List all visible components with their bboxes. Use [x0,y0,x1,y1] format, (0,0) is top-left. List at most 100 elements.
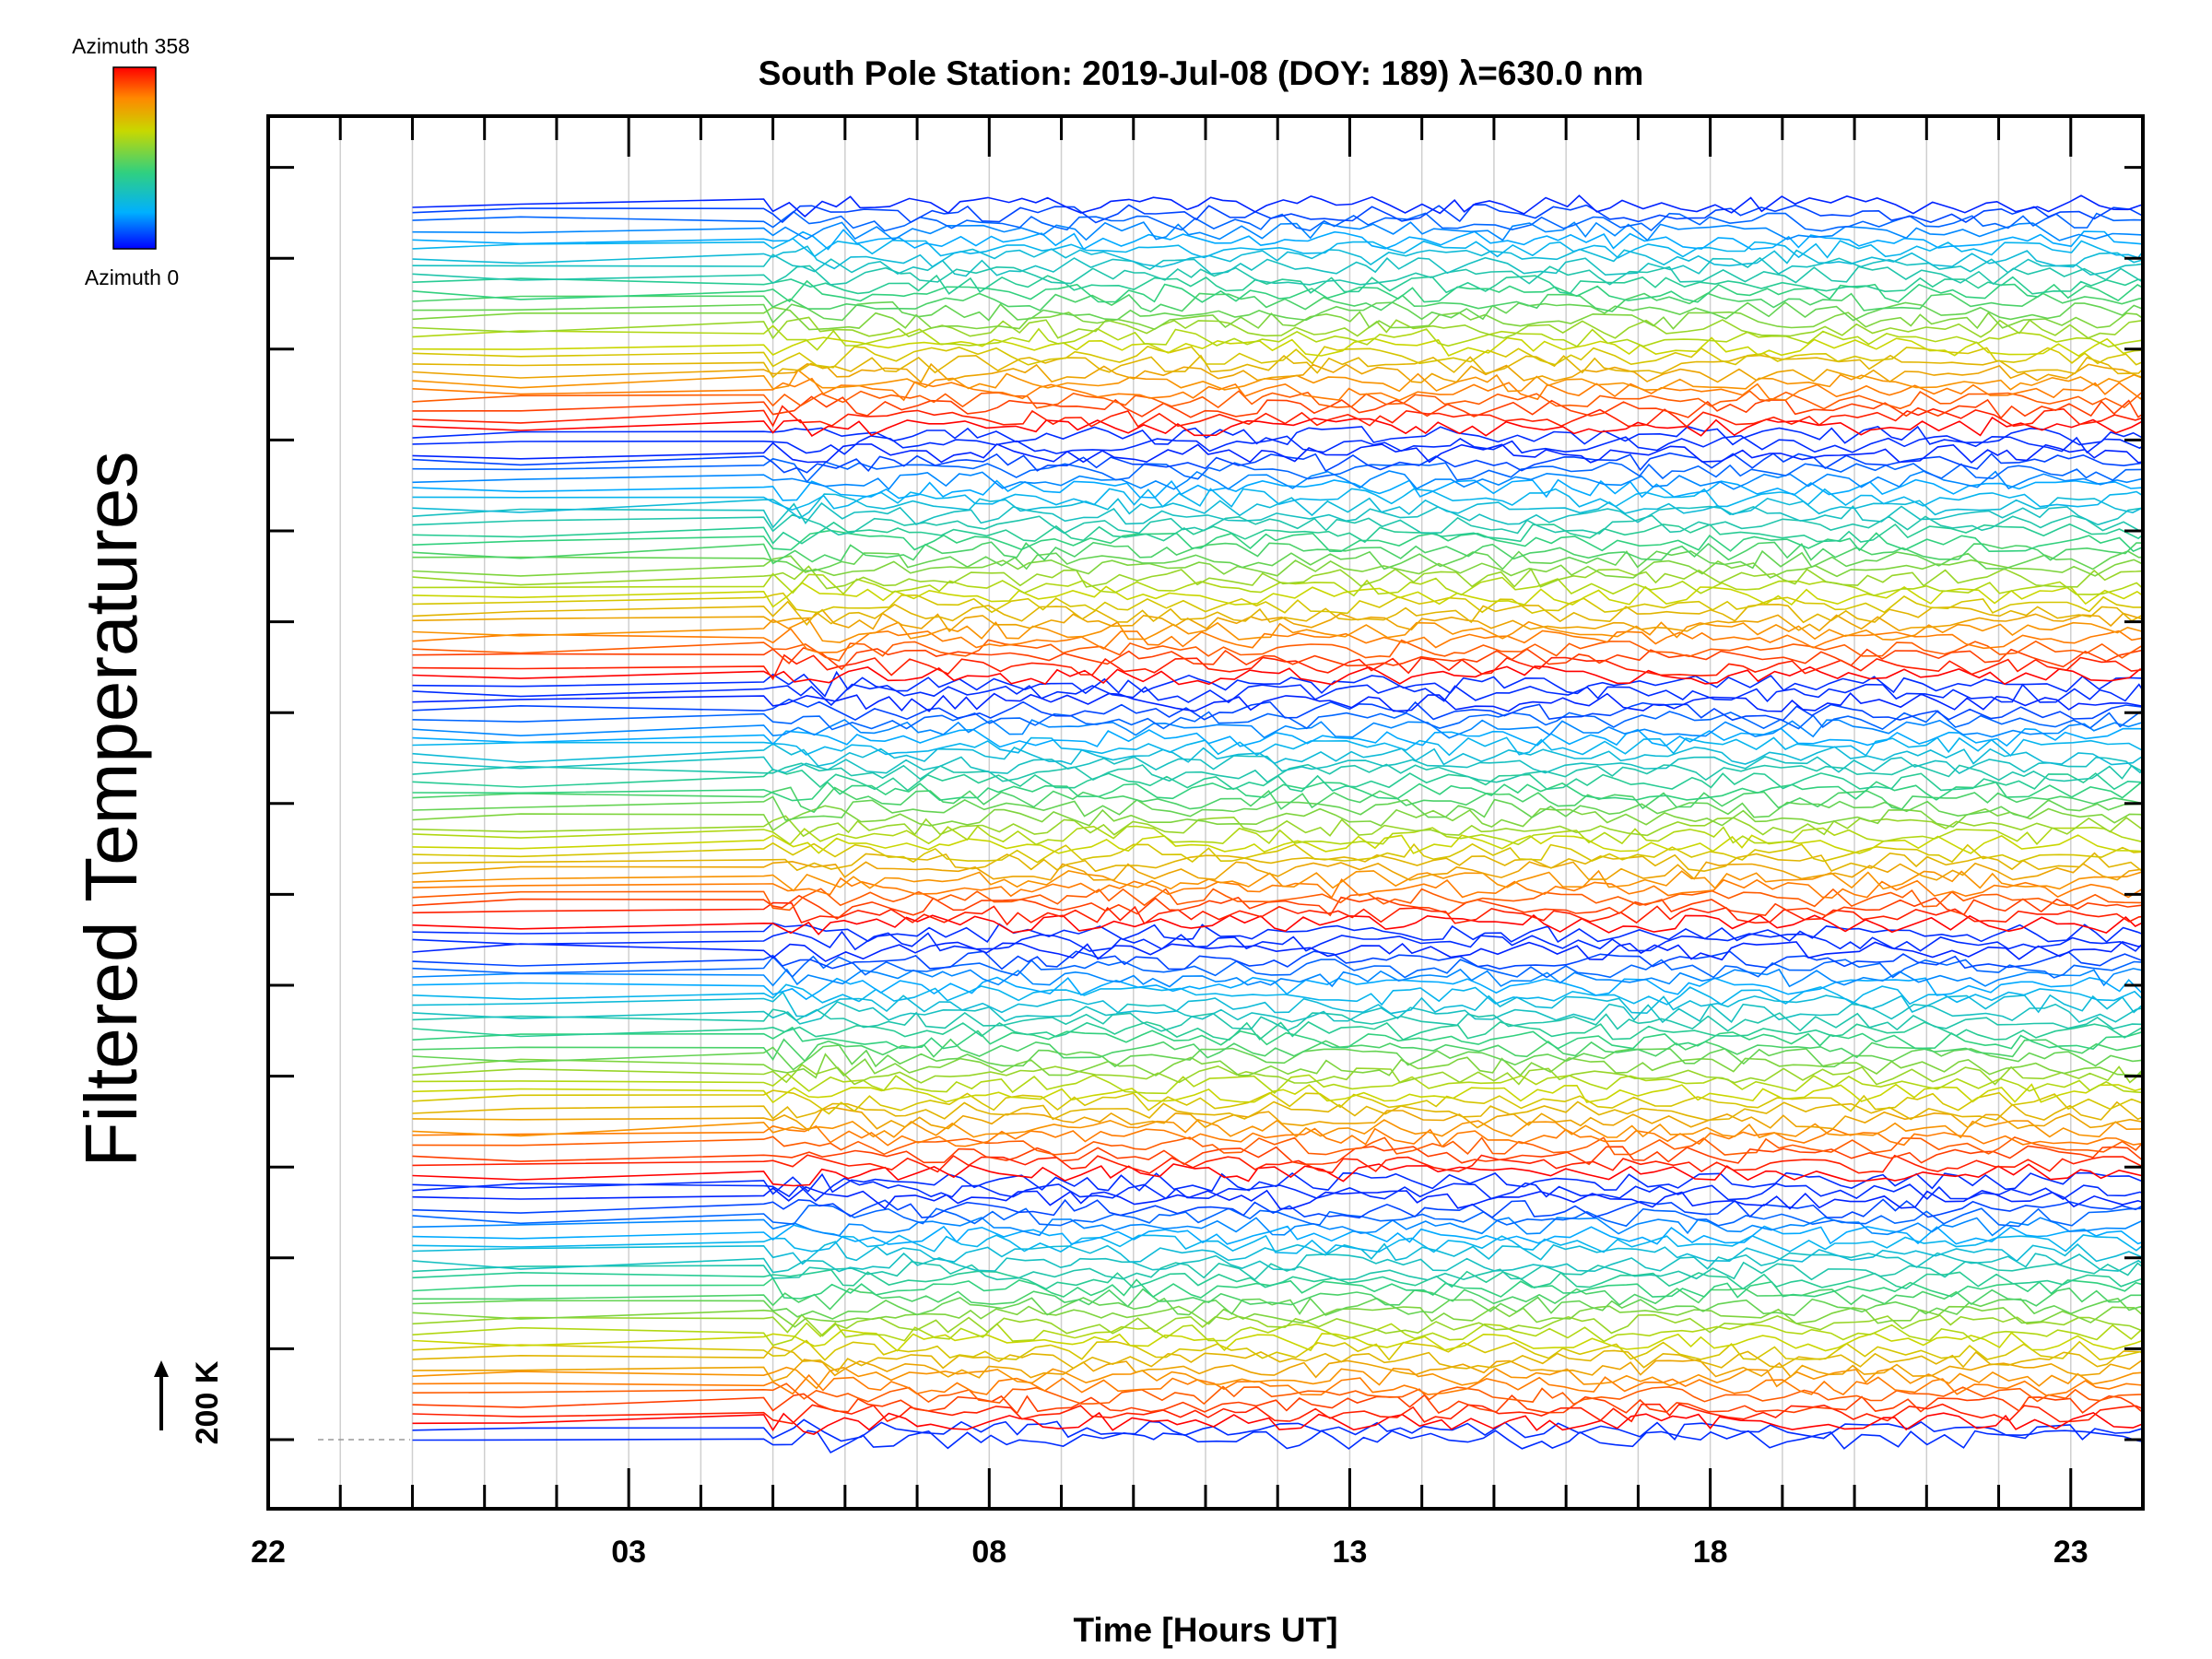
series-line [412,1403,2143,1425]
series-line [412,683,2143,707]
series-line [412,549,2143,572]
y-ticks [268,166,2143,1441]
series-line [412,670,2143,698]
series-line [412,1038,2143,1063]
series-line [412,639,2143,662]
series-line [412,781,2143,802]
series-line [412,1083,2143,1104]
series-line [412,825,2143,846]
series-line [412,300,2143,324]
series-line [412,983,2143,1006]
series-line [412,894,2143,920]
series-line [412,1322,2143,1347]
series-line [412,869,2143,892]
series-line [412,1064,2143,1086]
series-line [412,316,2143,340]
series-line [412,1366,2143,1390]
series-line [412,229,2143,251]
series-line [412,521,2143,545]
series-line [412,1313,2143,1337]
series-line [412,852,2143,873]
series-line [412,345,2143,369]
series-line [412,204,2143,224]
series-line [412,1305,2143,1328]
series-line [412,608,2143,633]
series-line [412,1252,2143,1274]
series-line [412,1418,2143,1442]
series-line [412,1329,2143,1352]
series-line [412,805,2143,832]
series-line [412,1234,2143,1254]
x-axis-label: Time [Hours UT] [1073,1611,1337,1649]
series-line [412,1053,2143,1079]
scale-arrowhead [154,1360,169,1377]
series-line [412,1268,2143,1290]
series-line [412,888,2143,912]
series-line [412,513,2143,536]
series-line [412,877,2143,900]
x-tick-label: 23 [2053,1535,2088,1570]
chart-title: South Pole Station: 2019-Jul-08 (DOY: 18… [759,54,1644,92]
colorbar-top-label: Azimuth 358 [72,34,190,58]
series-line [412,336,2143,358]
series-line [412,434,2143,455]
series-line [412,1008,2143,1032]
series-line [412,647,2143,671]
series-group [412,194,2143,1453]
x-ticks: 22 03 08 13 18 23 [251,116,2145,1570]
series-line [412,1359,2143,1382]
series-line [412,1373,2143,1396]
series-line [412,417,2143,437]
series-line [412,627,2143,653]
colorbar [112,66,157,250]
series-line [412,1171,2143,1195]
series-line [412,501,2143,529]
series-line [412,841,2143,864]
series-line [412,914,2143,935]
series-line [412,541,2143,565]
series-line [412,1204,2143,1228]
series-line [412,618,2143,643]
series-line [412,369,2143,393]
series-line [412,950,2143,971]
x-tick-label: 13 [1333,1535,1368,1570]
series-line [412,786,2143,814]
series-line [412,1118,2143,1139]
series-line [412,1217,2143,1237]
series-line [412,441,2143,464]
series-line [412,377,2143,402]
series-line [412,470,2143,490]
series-line [412,718,2143,739]
series-line [412,1296,2143,1320]
scale-label: 200 K [190,1360,225,1444]
series-line [412,1177,2143,1202]
series-line [412,565,2143,590]
series-line [412,390,2143,410]
series-line [412,1145,2143,1166]
series-line [412,1135,2143,1156]
series-line [412,1287,2143,1311]
series-line [412,488,2143,512]
series-line [412,265,2143,286]
series-line [412,245,2143,270]
series-line [412,727,2143,748]
series-line [412,1089,2143,1115]
series-line [412,1411,2143,1435]
series-line [412,665,2143,686]
series-line [412,1073,2143,1095]
series-line [412,1198,2143,1219]
series-line [412,1163,2143,1187]
series-line [412,1185,2143,1210]
x-tick-label: 03 [611,1535,646,1570]
series-line [412,1044,2143,1071]
series-line [412,1106,2143,1132]
series-line [412,1026,2143,1050]
series-line [412,1339,2143,1361]
series-line [412,922,2143,944]
series-line [412,795,2143,821]
series-line [412,1100,2143,1122]
series-line [412,1382,2143,1406]
series-line [412,572,2143,597]
scale-indicator: 200 K [154,1360,225,1444]
